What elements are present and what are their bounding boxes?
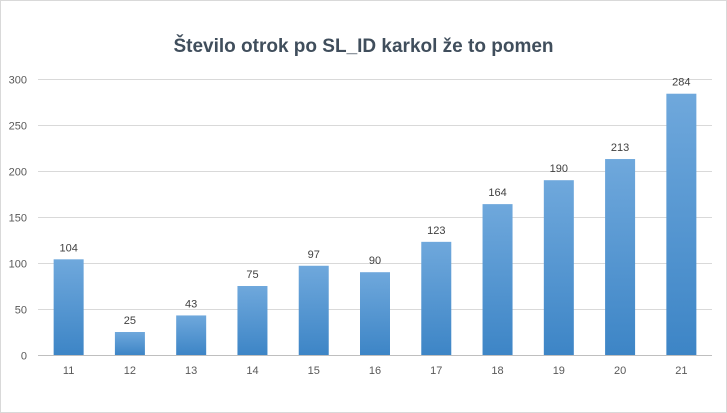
y-axis-ticks: 0 50 100 150 200 250 300 [9,75,27,363]
chart-title: Število otrok po SL_ID karkol že to pome… [173,36,554,57]
x-tick-label: 14 [246,365,258,377]
bars [53,93,697,355]
data-label-13: 43 [185,298,197,310]
gridlines [38,79,712,356]
data-label-12: 25 [124,315,136,327]
bar-16 [360,272,390,355]
y-tick-label: 50 [15,305,27,317]
bar-18 [482,204,513,355]
x-tick-label: 18 [491,365,503,377]
x-tick-label: 20 [614,365,626,377]
data-label-20: 213 [611,142,629,154]
bar-13 [176,315,207,355]
y-tick-label: 250 [9,121,27,133]
x-tick-label: 11 [63,365,74,377]
y-tick-label: 100 [9,259,27,271]
data-label-17: 123 [427,225,445,237]
y-tick-label: 200 [9,167,27,179]
data-label-21: 284 [672,77,690,89]
data-label-19: 190 [550,163,568,175]
x-tick-label: 19 [553,365,565,377]
x-tick-label: 21 [675,365,687,377]
x-tick-label: 16 [369,365,381,377]
data-labels: 104 25 43 75 97 90 123 164 190 213 284 [59,77,690,327]
bar-20 [605,159,636,355]
y-tick-label: 0 [21,351,27,363]
x-tick-label: 17 [430,365,442,377]
bar-15 [298,265,329,355]
bar-19 [543,180,574,355]
x-tick-label: 13 [185,365,197,377]
data-label-11: 104 [59,242,77,254]
data-label-18: 164 [488,187,506,199]
bar-11 [53,259,84,355]
y-tick-label: 150 [9,213,27,225]
x-tick-label: 12 [124,365,136,377]
bar-12 [114,332,145,355]
bar-17 [421,241,452,355]
bar-21 [666,93,697,355]
data-label-16: 90 [369,255,381,267]
x-tick-label: 15 [308,365,320,377]
data-label-14: 75 [246,269,258,281]
y-tick-label: 300 [9,75,27,87]
data-label-15: 97 [308,249,320,261]
x-axis-ticks: 11 12 13 14 15 16 17 18 19 20 21 [63,365,688,377]
bar-14 [237,286,268,355]
